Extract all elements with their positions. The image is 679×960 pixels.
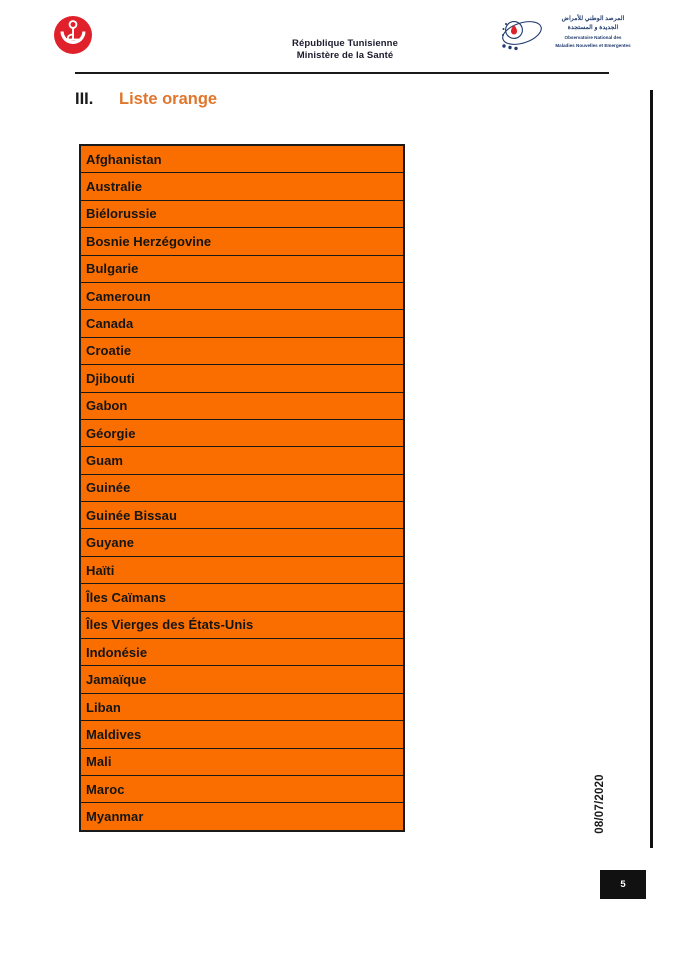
country-name-cell: Australie xyxy=(80,172,404,201)
country-name-cell: Mali xyxy=(80,748,404,776)
table-row: Guinée xyxy=(80,474,404,503)
table-row: Cameroun xyxy=(80,282,404,311)
section-number: III. xyxy=(75,89,94,108)
country-name-cell: Guinée Bissau xyxy=(80,501,404,530)
country-name-cell: Djibouti xyxy=(80,364,404,393)
table-row: Bosnie Herzégovine xyxy=(80,227,404,256)
table-row: Croatie xyxy=(80,337,404,366)
header-ministry-line: Ministère de la Santé xyxy=(296,49,394,61)
observatory-arabic-line-2: الجديدة و المستجدة xyxy=(567,24,619,32)
table-row: Jamaïque xyxy=(80,665,404,694)
observatory-latin-line-2: Maladies Nouvelles et Emergentes xyxy=(555,43,631,49)
table-row: Gabon xyxy=(80,392,404,420)
country-name-cell: Géorgie xyxy=(80,419,404,448)
orange-list-table: Afghanistan Australie Biélorussie Bosnie He… xyxy=(79,144,405,832)
page-number: 5 xyxy=(620,879,626,890)
country-name-cell: Afghanistan xyxy=(80,145,404,174)
table-row: Afghanistan xyxy=(80,145,404,174)
table-row: Australie xyxy=(80,172,404,201)
country-name-cell: Myanmar xyxy=(80,802,404,831)
country-name-cell: Croatie xyxy=(80,337,404,366)
table-row: Maroc xyxy=(80,775,404,804)
table-row: Indonésie xyxy=(80,638,404,667)
document-date: 08/07/2020 xyxy=(594,774,606,834)
country-name-cell: Jamaïque xyxy=(80,665,404,694)
document-header: République Tunisienne Ministère de la Sa… xyxy=(0,0,679,80)
country-name-cell: Haïti xyxy=(80,556,404,585)
country-name-cell: Liban xyxy=(80,693,404,722)
observatory-latin-line-1: Observatoire National des xyxy=(564,34,622,40)
country-name-cell: Indonésie xyxy=(80,638,404,667)
observatory-logo: المرصد الوطني للأمراض الجديدة و المستجدة… xyxy=(500,14,640,58)
page-title: Liste orange xyxy=(119,89,218,108)
country-name-cell: Bosnie Herzégovine xyxy=(80,227,404,256)
orange-list-body: Afghanistan Australie Biélorussie Bosnie He… xyxy=(80,145,404,831)
country-name-cell: Maldives xyxy=(80,720,404,749)
header-republic-line: République Tunisienne xyxy=(292,38,398,49)
table-row: Guam xyxy=(80,446,404,475)
country-name-cell: Îles Caïmans xyxy=(80,583,404,612)
section-heading: III. Liste orange xyxy=(75,85,217,113)
country-name-cell: Canada xyxy=(80,309,404,338)
table-row: Canada xyxy=(80,309,404,338)
header-title-block: République Tunisienne Ministère de la Sa… xyxy=(230,38,460,62)
table-row: Guinée Bissau xyxy=(80,501,404,530)
table-row: Maldives xyxy=(80,720,404,749)
country-name-cell: Guam xyxy=(80,446,404,475)
table-row: Djibouti xyxy=(80,364,404,393)
country-name-cell: Gabon xyxy=(80,392,404,420)
country-name-cell: Bulgarie xyxy=(80,255,404,283)
header-divider-rule xyxy=(75,72,609,74)
page-number-badge: 5 xyxy=(600,870,646,899)
table-row: Géorgie xyxy=(80,419,404,448)
table-row: Biélorussie xyxy=(80,200,404,229)
table-row: Guyane xyxy=(80,528,404,557)
table-row: Haïti xyxy=(80,556,404,585)
country-name-cell: Îles Vierges des États-Unis xyxy=(80,611,404,640)
observatory-logo-text: المرصد الوطني للأمراض الجديدة و المستجدة… xyxy=(546,14,640,50)
table-row: Îles Vierges des États-Unis xyxy=(80,611,404,640)
observatory-emblem-icon xyxy=(500,16,546,54)
country-name-cell: Guyane xyxy=(80,528,404,557)
country-name-cell: Maroc xyxy=(80,775,404,804)
table-row: Bulgarie xyxy=(80,255,404,283)
observatory-arabic-line-1: المرصد الوطني للأمراض xyxy=(561,15,625,22)
country-name-cell: Biélorussie xyxy=(80,200,404,229)
table-row: Mali xyxy=(80,748,404,776)
table-row: Îles Caïmans xyxy=(80,583,404,612)
right-vertical-rule xyxy=(650,90,653,848)
country-name-cell: Guinée xyxy=(80,474,404,503)
ministry-of-health-logo-icon xyxy=(52,14,94,56)
table-row: Liban xyxy=(80,693,404,722)
table-row: Myanmar xyxy=(80,802,404,831)
country-name-cell: Cameroun xyxy=(80,282,404,311)
